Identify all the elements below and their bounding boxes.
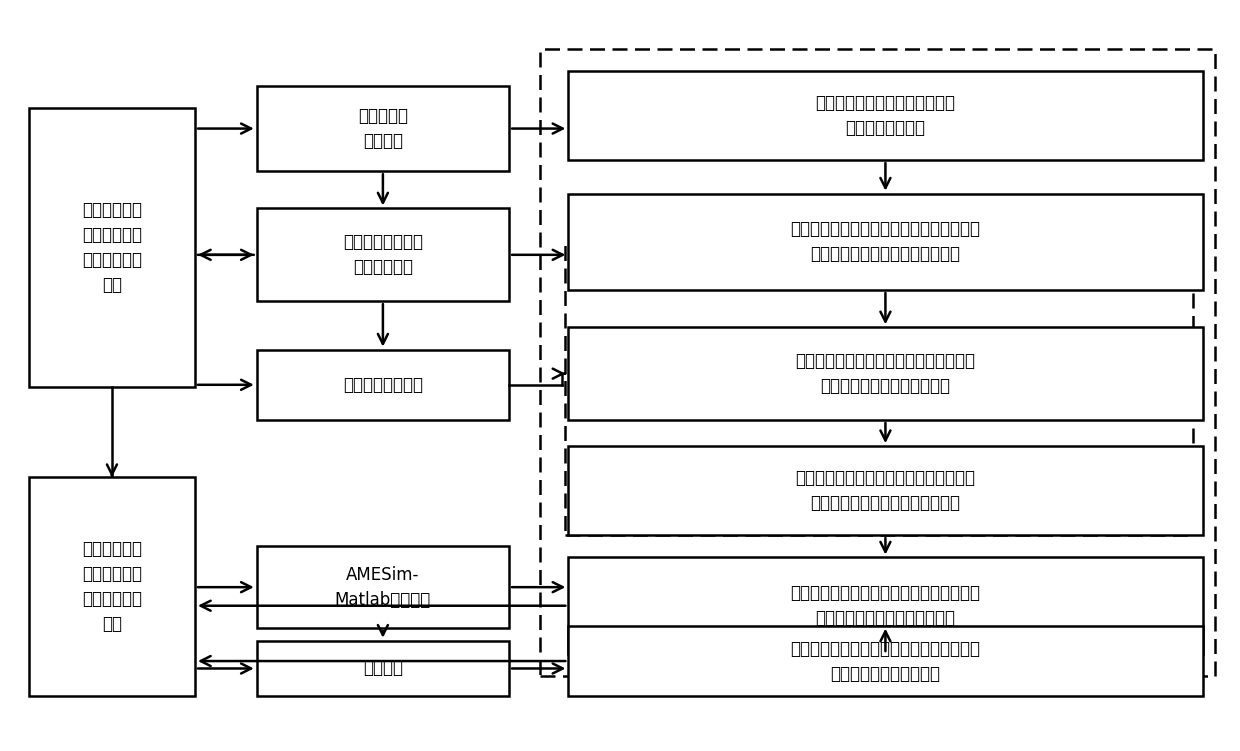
Text: 鲁棒容错控制研究: 鲁棒容错控制研究 <box>343 376 423 394</box>
Text: 基于滑模观测器设计理论，实现传感器单故
障和多故障的诊断，完成信号重构: 基于滑模观测器设计理论，实现传感器单故 障和多故障的诊断，完成信号重构 <box>790 220 981 264</box>
Bar <box>568 71 1203 160</box>
Text: 航空电动燃油
泵流量控制系
统仿真和实验
验证: 航空电动燃油 泵流量控制系 统仿真和实验 验证 <box>82 540 141 633</box>
Bar <box>257 349 510 420</box>
Bar <box>539 49 1215 677</box>
Text: AMESim-
Matlab联合仿真: AMESim- Matlab联合仿真 <box>335 566 432 608</box>
Text: 基于联合仿真平台，验证本发明方法的有效
性可行性，为实验验证提供参考: 基于联合仿真平台，验证本发明方法的有效 性可行性，为实验验证提供参考 <box>790 584 981 627</box>
Text: 基于航空电动燃油泵实验平台，验证本发明
方法的实际有效性可行性: 基于航空电动燃油泵实验平台，验证本发明 方法的实际有效性可行性 <box>790 640 981 683</box>
Text: 传感器故障诊断与
信号重构研究: 传感器故障诊断与 信号重构研究 <box>343 234 423 276</box>
Bar <box>568 557 1203 654</box>
Text: 传感器故障
模型研究: 传感器故障 模型研究 <box>358 107 408 150</box>
Text: 建立转速、流量、温度、压力等
传感器的故障模型: 建立转速、流量、温度、压力等 传感器的故障模型 <box>816 94 956 137</box>
Bar <box>257 546 510 628</box>
Bar <box>257 86 510 171</box>
Bar <box>568 626 1203 696</box>
Text: 实验验证: 实验验证 <box>363 659 403 677</box>
Bar <box>568 194 1203 290</box>
Bar <box>257 641 510 696</box>
Bar <box>29 108 195 387</box>
Text: 基于燃油泵转速指令调节的全流量范围内
电动燃油泵流量控制策略研究: 基于燃油泵转速指令调节的全流量范围内 电动燃油泵流量控制策略研究 <box>795 352 976 395</box>
Bar <box>564 242 1193 535</box>
Bar <box>29 477 195 696</box>
Text: 航空电动燃油
泵传感器故障
鲁棒容错控制
研究: 航空电动燃油 泵传感器故障 鲁棒容错控制 研究 <box>82 201 141 294</box>
Bar <box>568 327 1203 420</box>
Bar <box>568 446 1203 535</box>
Text: 基于滑模理论的电动燃油泵流量控制系统
传感器故障鲁棒容错控制方法研究: 基于滑模理论的电动燃油泵流量控制系统 传感器故障鲁棒容错控制方法研究 <box>795 469 976 512</box>
Bar <box>257 208 510 301</box>
